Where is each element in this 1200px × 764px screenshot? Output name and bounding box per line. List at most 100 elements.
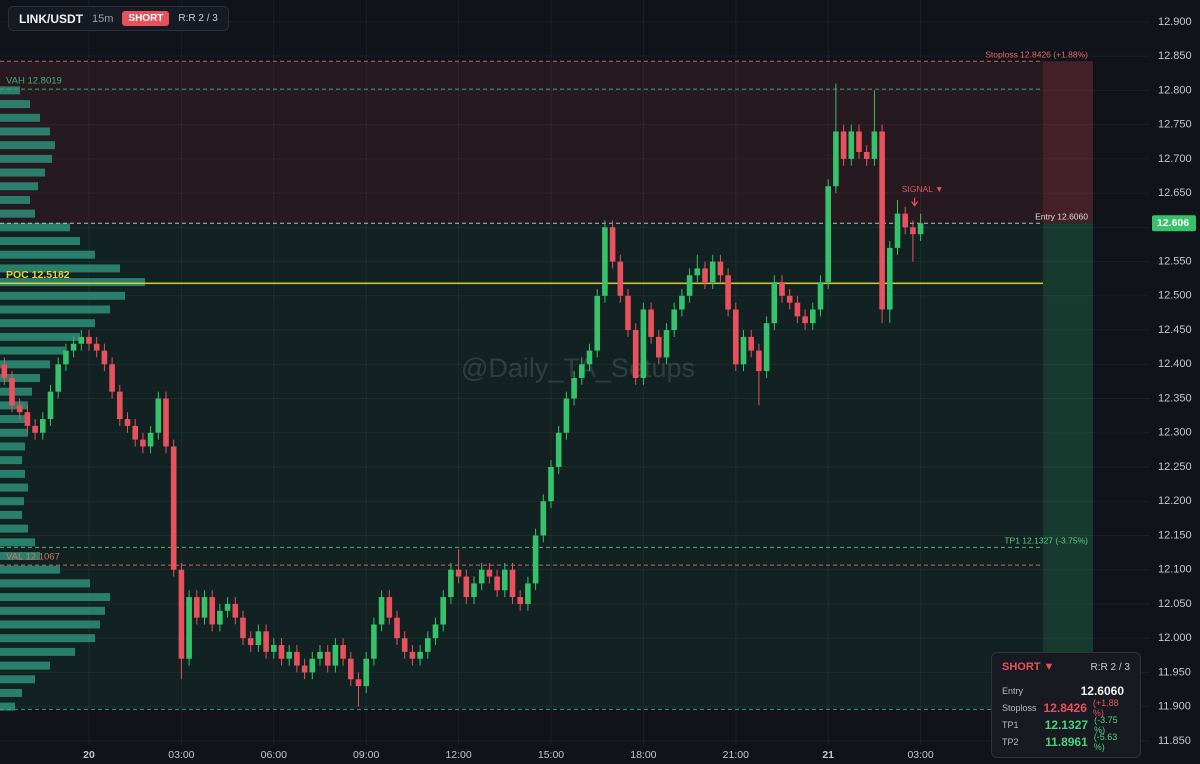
profile-bar <box>0 360 50 369</box>
candle-body <box>109 364 115 392</box>
candle-body <box>833 131 839 187</box>
y-tick-label: 12.700 <box>1158 153 1192 165</box>
profile-level-label: VAL 12.1067 <box>6 552 60 563</box>
side-badge: SHORT <box>122 11 170 26</box>
candle-body <box>802 316 808 324</box>
profile-bar <box>0 552 40 561</box>
candle-body <box>309 658 316 673</box>
candle-body <box>332 645 339 666</box>
x-tick-label: 09:00 <box>353 749 379 761</box>
profile-bar <box>0 291 125 300</box>
profile-bar <box>0 688 22 697</box>
candle-body <box>786 295 793 303</box>
y-tick-label: 12.100 <box>1158 564 1192 576</box>
panel-side: SHORT ▼ <box>1002 661 1055 673</box>
candle-body <box>232 603 239 618</box>
profile-bar <box>0 579 90 588</box>
row-label: TP2 <box>1002 736 1019 747</box>
profile-bar <box>0 634 95 643</box>
x-tick-label: 21:00 <box>723 749 749 761</box>
candle-body <box>47 391 54 420</box>
candle-body <box>186 597 192 659</box>
y-tick-label: 12.050 <box>1158 598 1192 610</box>
profile-bar <box>0 346 65 355</box>
candle-body <box>856 131 862 153</box>
candle-body <box>78 336 85 344</box>
profile-bar <box>0 469 25 478</box>
candle-body <box>155 398 162 433</box>
candle-body <box>124 419 131 426</box>
x-tick-label: 15:00 <box>538 749 564 761</box>
candle-body <box>555 432 562 467</box>
candle-body <box>494 576 500 591</box>
profile-bar <box>0 305 110 314</box>
profile-bar <box>0 538 35 547</box>
y-tick-label: 12.400 <box>1158 358 1192 370</box>
y-tick-label: 12.200 <box>1158 495 1192 507</box>
candle-body <box>394 617 400 639</box>
y-tick-label: 11.950 <box>1158 666 1191 678</box>
candle-body <box>24 412 31 426</box>
y-tick-label: 11.850 <box>1158 735 1191 747</box>
symbol-header: LINK/USDT 15m SHORT R:R 2 / 3 <box>8 6 229 31</box>
candle-body <box>478 569 485 584</box>
interval: 15m <box>92 12 114 25</box>
candle-body <box>748 336 754 351</box>
candle-body <box>686 275 693 296</box>
candle-body <box>278 645 285 659</box>
profile-bar <box>0 209 35 218</box>
candle-body <box>247 638 254 646</box>
candle-body <box>794 302 801 317</box>
candle-body <box>355 679 362 687</box>
candle-body <box>463 576 470 598</box>
candle-body <box>625 295 631 331</box>
candle-body <box>455 569 462 577</box>
candle-body <box>178 569 185 659</box>
candle-body <box>532 535 539 584</box>
candle-body <box>579 364 585 378</box>
candle-body <box>425 638 431 652</box>
profile-bar <box>0 223 70 232</box>
profile-bar <box>0 415 25 424</box>
profile-bar <box>0 264 120 273</box>
candle-body <box>679 295 685 310</box>
candle-body <box>132 425 138 440</box>
candle-body <box>571 377 577 399</box>
candle-body <box>348 658 354 680</box>
candle-body <box>671 309 677 331</box>
candle-body <box>917 223 924 235</box>
candle-body <box>301 665 308 673</box>
candle-body <box>733 309 739 365</box>
last-price-label: 12.606 <box>1157 217 1189 229</box>
y-tick-label: 11.900 <box>1158 701 1191 713</box>
profile-bar <box>0 168 45 177</box>
x-tick-label: 03:00 <box>907 749 933 761</box>
x-tick-label: 20 <box>83 749 95 761</box>
panel-row: Entry 12.6060 <box>1002 682 1130 699</box>
panel-rr: R:R 2 / 3 <box>1090 661 1130 673</box>
y-tick-label: 12.750 <box>1158 119 1192 131</box>
y-tick-label: 12.850 <box>1158 50 1192 62</box>
candle-body <box>740 336 747 365</box>
axis: 11.850 11.900 11.950 12.000 12.050 12.100 12.1… <box>83 16 1196 761</box>
candle-body <box>70 343 77 351</box>
profile-bar <box>0 456 22 465</box>
candles: SIGNAL ▼ <box>1 83 943 707</box>
candle-body <box>163 398 169 447</box>
candle-body <box>86 336 92 344</box>
candle-body <box>810 309 816 324</box>
candle-body <box>194 597 200 618</box>
candle-body <box>648 309 654 337</box>
candle-body <box>902 213 908 228</box>
profile-bar <box>0 593 110 602</box>
reward-zone-edge <box>1043 223 1093 710</box>
y-tick-label: 12.000 <box>1158 632 1192 644</box>
row-value: 12.8426 <box>1043 700 1087 715</box>
trade-level-label: TP1 12.1327 (-3.75%) <box>1004 536 1088 546</box>
candle-body <box>440 597 446 625</box>
candle-body <box>255 631 262 646</box>
candle-body <box>324 651 331 666</box>
signal-arrow <box>911 197 919 207</box>
